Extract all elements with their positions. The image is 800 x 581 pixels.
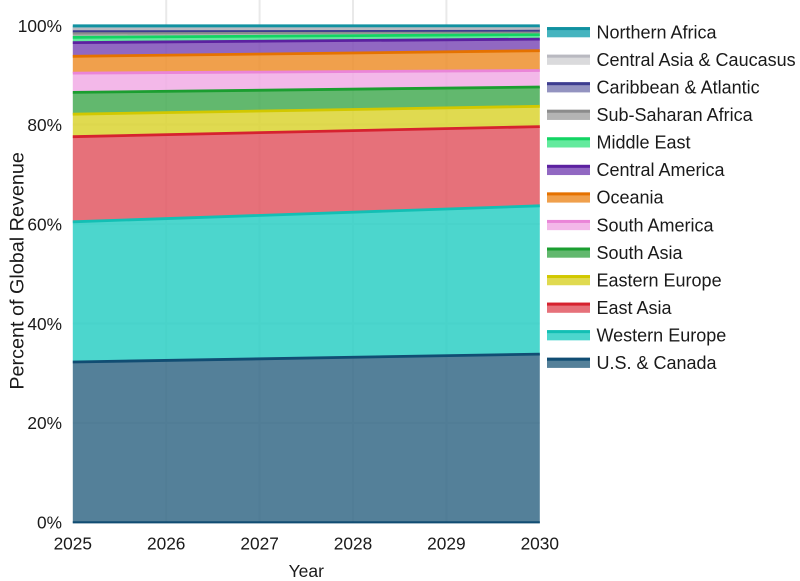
- svg-text:100%: 100%: [18, 16, 62, 36]
- svg-text:Western Europe: Western Europe: [597, 325, 727, 345]
- svg-text:Year: Year: [289, 561, 325, 581]
- svg-text:2025: 2025: [54, 534, 92, 554]
- svg-text:40%: 40%: [27, 314, 62, 334]
- svg-text:South Asia: South Asia: [597, 243, 684, 263]
- svg-text:0%: 0%: [37, 513, 62, 533]
- svg-text:East Asia: East Asia: [597, 298, 673, 318]
- svg-text:2028: 2028: [334, 534, 372, 554]
- svg-text:Eastern Europe: Eastern Europe: [597, 270, 722, 290]
- svg-text:Percent of Global Revenue: Percent of Global Revenue: [6, 152, 28, 390]
- svg-text:2026: 2026: [147, 534, 185, 554]
- svg-text:2027: 2027: [240, 534, 278, 554]
- svg-text:60%: 60%: [27, 215, 62, 235]
- svg-text:Northern Africa: Northern Africa: [597, 22, 718, 42]
- svg-text:U.S. & Canada: U.S. & Canada: [597, 353, 718, 373]
- svg-text:Central America: Central America: [597, 160, 726, 180]
- svg-text:Caribbean & Atlantic: Caribbean & Atlantic: [597, 78, 760, 98]
- svg-text:Sub-Saharan Africa: Sub-Saharan Africa: [597, 105, 754, 125]
- svg-text:Middle East: Middle East: [597, 133, 691, 153]
- svg-text:Central Asia & Caucasus: Central Asia & Caucasus: [597, 50, 796, 70]
- svg-text:80%: 80%: [27, 115, 62, 135]
- svg-text:South America: South America: [597, 215, 715, 235]
- svg-text:2030: 2030: [521, 534, 559, 554]
- svg-text:2029: 2029: [427, 534, 465, 554]
- svg-text:Oceania: Oceania: [597, 188, 665, 208]
- svg-text:20%: 20%: [27, 413, 62, 433]
